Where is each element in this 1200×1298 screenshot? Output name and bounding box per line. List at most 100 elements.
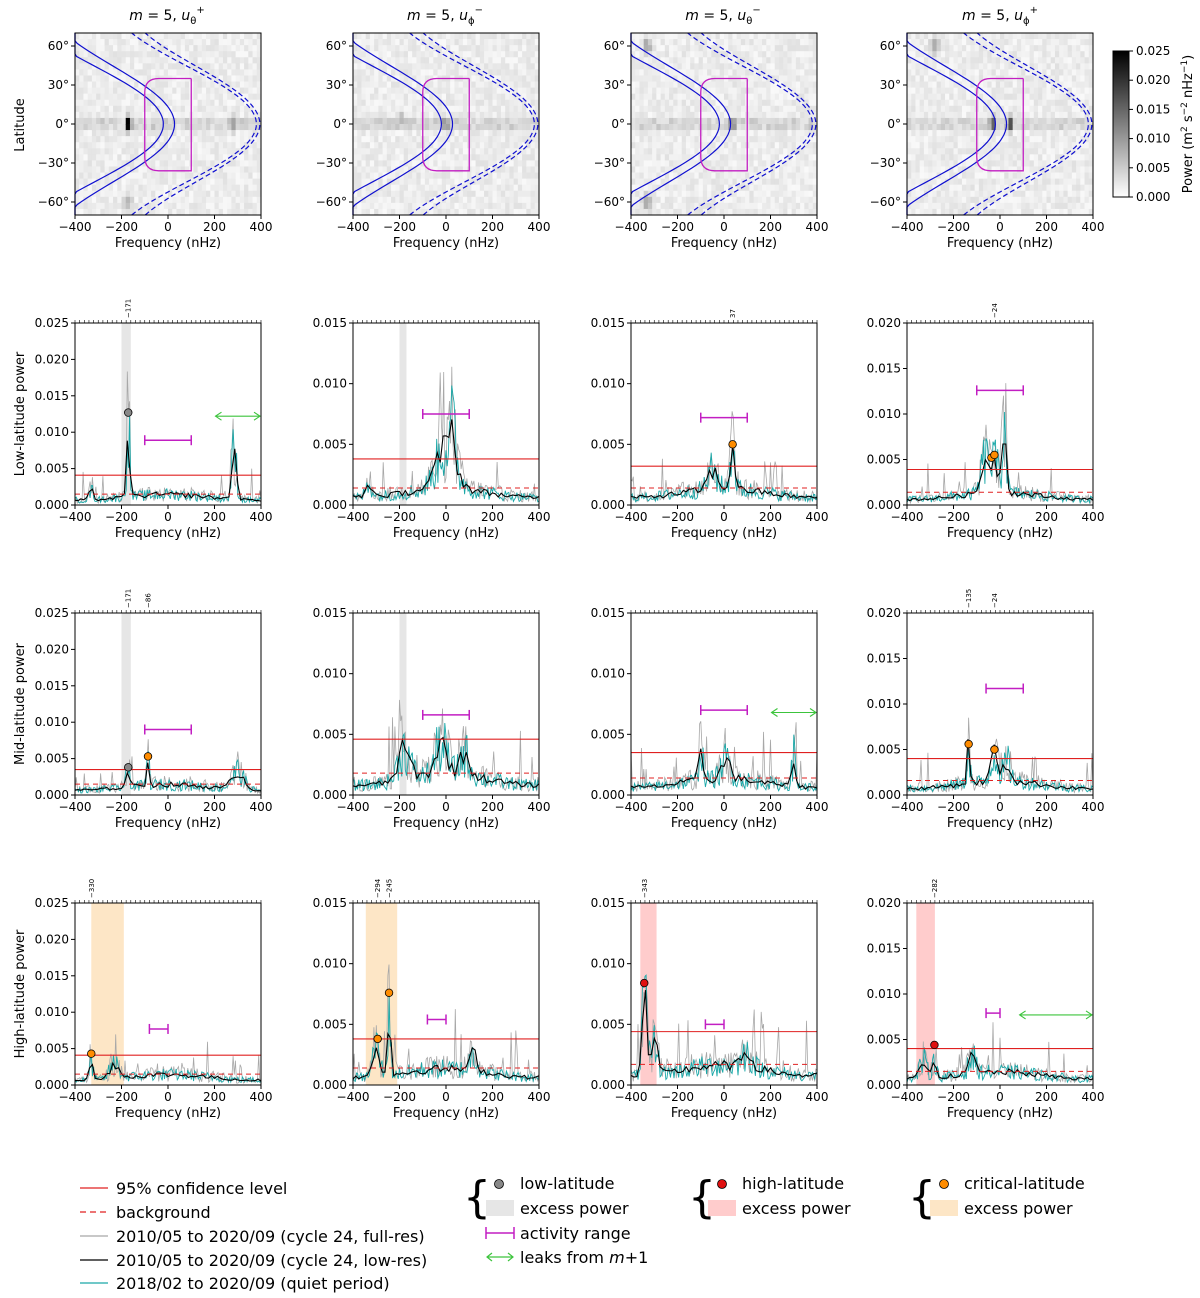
heatmap-cell: [987, 142, 992, 149]
heatmap-cell: [509, 105, 515, 113]
heatmap-cell: [808, 184, 814, 192]
heatmap-cell: [159, 81, 165, 88]
heatmap-cell: [407, 154, 413, 161]
heatmap-cell: [1038, 75, 1043, 82]
heatmap-cell: [987, 178, 992, 186]
heatmap-cell: [1000, 99, 1005, 107]
heatmap-cell: [163, 208, 169, 216]
heatmap-cell: [522, 178, 527, 186]
heatmap-cell: [639, 99, 645, 107]
heatmap-cell: [227, 63, 232, 70]
heatmap-cell: [176, 196, 182, 204]
heatmap-cell: [694, 172, 700, 179]
heatmap-cell: [218, 63, 224, 70]
heatmap-cell: [736, 136, 742, 143]
heatmap-cell: [1025, 202, 1030, 210]
heatmap-cell: [374, 69, 379, 76]
heatmap-cell: [966, 166, 971, 173]
heatmap-cell: [635, 130, 640, 137]
heatmap-cell: [681, 45, 687, 52]
heatmap-cell: [210, 111, 215, 119]
heatmap-cell: [690, 51, 695, 58]
heatmap-cell: [791, 154, 797, 161]
heatmap-cell: [1029, 75, 1035, 82]
heatmap-cell: [1004, 148, 1009, 155]
heatmap-cell: [155, 99, 160, 107]
heatmap-cell: [505, 160, 510, 167]
heatmap-cell: [382, 184, 388, 192]
heatmap-cell: [724, 184, 729, 192]
heatmap-cell: [978, 196, 984, 204]
heatmap-cell: [121, 93, 127, 101]
heatmap-cell: [953, 202, 959, 210]
heatmap-cell: [484, 178, 489, 186]
heatmap-cell: [361, 142, 367, 149]
heatmap-cell: [677, 45, 683, 52]
heatmap-cell: [193, 69, 198, 76]
heatmap-cell: [800, 148, 805, 155]
heatmap-cell: [812, 136, 818, 143]
heatmap-cell: [970, 63, 976, 70]
heatmap-cell: [231, 184, 237, 192]
heatmap-cell: [125, 124, 131, 131]
heatmap-cell: [403, 39, 409, 46]
heatmap-cell: [496, 148, 502, 155]
heatmap-cell: [804, 63, 809, 70]
heatmap-cell: [87, 208, 93, 216]
heatmap-cell: [96, 63, 101, 70]
heatmap-cell: [715, 202, 721, 210]
heatmap-cell: [915, 166, 921, 173]
heatmap-cell: [530, 93, 536, 101]
heatmap-cell: [983, 63, 988, 70]
heatmap-cell: [911, 130, 916, 137]
heatmap-cell: [923, 208, 929, 216]
heatmap-cell: [441, 154, 447, 161]
heatmap-cell: [513, 99, 519, 107]
heatmap-cell: [664, 136, 670, 143]
heatmap-cell: [656, 142, 661, 149]
heatmap-cell: [361, 99, 367, 107]
heatmap-cell: [244, 105, 249, 113]
heatmap-cell: [915, 87, 921, 95]
heatmap-cell: [365, 87, 371, 95]
heatmap-cell: [172, 51, 177, 58]
heatmap-cell: [407, 142, 413, 149]
heatmap-cell: [357, 69, 362, 76]
heatmap-cell: [138, 63, 144, 70]
heatmap-cell: [252, 51, 258, 58]
heatmap-cell: [168, 208, 173, 216]
heatmap-cell: [79, 190, 84, 198]
heatmap-cell: [83, 87, 89, 95]
heatmap-cell: [386, 208, 392, 216]
heatmap-cell: [454, 81, 460, 88]
heatmap-cell: [791, 105, 797, 113]
heatmap-cell: [991, 160, 997, 167]
heatmap-cell: [146, 184, 152, 192]
heatmap-y-label: Latitude: [13, 98, 28, 152]
heatmap-cell: [526, 57, 531, 64]
heatmap-cell: [707, 57, 712, 64]
heatmap-cell: [732, 148, 738, 155]
heatmap-cell: [129, 57, 135, 64]
heatmap-cell: [995, 105, 1001, 113]
heatmap-cell: [995, 63, 1001, 70]
heatmap-cell: [936, 87, 942, 95]
heatmap-cell: [991, 184, 997, 192]
heatmap-cell: [441, 93, 447, 101]
heatmap-cell: [492, 184, 498, 192]
heatmap-cell: [740, 148, 746, 155]
heatmap-cell: [488, 45, 493, 52]
heatmap-cell: [462, 51, 468, 58]
heatmap-cell: [513, 184, 519, 192]
heatmap-cell: [800, 154, 805, 161]
heatmap-cell: [509, 111, 515, 119]
heatmap-cell: [907, 105, 912, 113]
heatmap-cell: [231, 196, 237, 204]
heatmap-cell: [454, 117, 460, 125]
heatmap-cell: [189, 63, 194, 70]
heatmap-cell: [774, 178, 780, 186]
heatmap-cell: [724, 124, 729, 131]
heatmap-cell: [75, 178, 80, 186]
heatmap-cell: [248, 45, 253, 52]
heatmap-cell: [391, 154, 396, 161]
